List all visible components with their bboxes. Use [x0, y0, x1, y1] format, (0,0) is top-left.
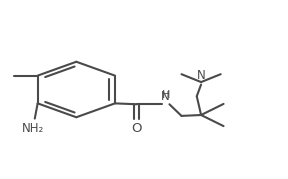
Text: O: O	[131, 122, 142, 135]
Text: N: N	[161, 90, 170, 103]
Text: NH₂: NH₂	[22, 122, 44, 135]
Text: N: N	[197, 69, 205, 82]
Text: H: H	[162, 90, 170, 100]
